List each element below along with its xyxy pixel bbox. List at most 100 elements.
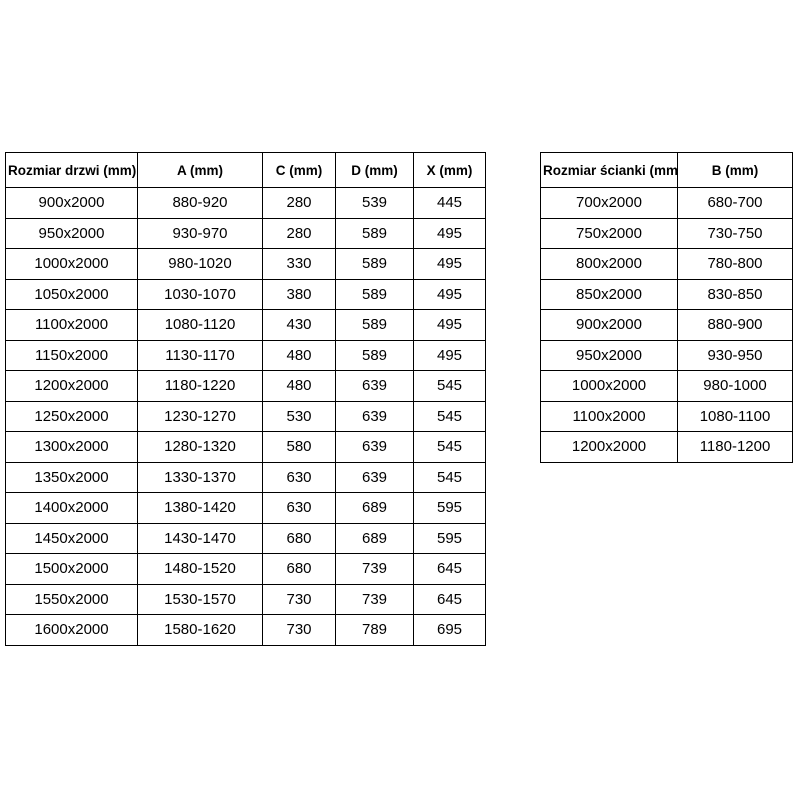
table-cell: 880-900 (677, 309, 793, 341)
wall-table-header-row: Rozmiar ścianki (mm) B (mm) (540, 152, 793, 188)
table-cell: 595 (413, 492, 486, 524)
table-cell: 1600x2000 (5, 614, 138, 646)
table-cell: 950x2000 (5, 217, 138, 249)
table-cell: 589 (335, 339, 414, 371)
table-cell: 1480-1520 (137, 553, 263, 585)
table-cell: 1030-1070 (137, 278, 263, 310)
table-cell: 730 (262, 583, 336, 615)
table-cell: 730-750 (677, 217, 793, 249)
table-cell: 589 (335, 278, 414, 310)
table-cell: 730 (262, 614, 336, 646)
table-cell: 1080-1100 (677, 400, 793, 432)
table-cell: 595 (413, 522, 486, 554)
table-cell: 1150x2000 (5, 339, 138, 371)
door-table-header-size: Rozmiar drzwi (mm) (5, 152, 138, 188)
table-cell: 980-1000 (677, 370, 793, 402)
table-cell: 689 (335, 522, 414, 554)
table-cell: 639 (335, 431, 414, 463)
table-cell: 700x2000 (540, 187, 678, 219)
table-cell: 480 (262, 339, 336, 371)
table-cell: 900x2000 (540, 309, 678, 341)
table-cell: 739 (335, 583, 414, 615)
table-cell: 1580-1620 (137, 614, 263, 646)
table-cell: 780-800 (677, 248, 793, 280)
table-cell: 430 (262, 309, 336, 341)
table-row: 1350x2000 1330-1370 630 639 545 (5, 461, 486, 493)
table-row: 1100x2000 1080-1100 (540, 400, 793, 432)
table-row: 1500x2000 1480-1520 680 739 645 (5, 553, 486, 585)
table-cell: 695 (413, 614, 486, 646)
table-cell: 680 (262, 522, 336, 554)
table-row: 1200x2000 1180-1200 (540, 431, 793, 463)
table-cell: 639 (335, 370, 414, 402)
table-row: 950x2000 930-950 (540, 339, 793, 371)
table-row: 1000x2000 980-1020 330 589 495 (5, 248, 486, 280)
wall-size-table: Rozmiar ścianki (mm) B (mm) 700x2000 680-… (540, 152, 793, 463)
table-cell: 495 (413, 339, 486, 371)
table-cell: 1380-1420 (137, 492, 263, 524)
table-cell: 645 (413, 583, 486, 615)
table-cell: 495 (413, 309, 486, 341)
table-cell: 1230-1270 (137, 400, 263, 432)
table-cell: 1350x2000 (5, 461, 138, 493)
table-row: 1200x2000 1180-1220 480 639 545 (5, 370, 486, 402)
table-row: 900x2000 880-920 280 539 445 (5, 187, 486, 219)
table-cell: 1200x2000 (540, 431, 678, 463)
table-row: 850x2000 830-850 (540, 278, 793, 310)
table-cell: 545 (413, 400, 486, 432)
table-cell: 1100x2000 (5, 309, 138, 341)
door-table-header-row: Rozmiar drzwi (mm) A (mm) C (mm) D (mm) … (5, 152, 486, 188)
table-cell: 589 (335, 248, 414, 280)
table-cell: 1130-1170 (137, 339, 263, 371)
table-cell: 789 (335, 614, 414, 646)
table-cell: 495 (413, 217, 486, 249)
door-table-header-a: A (mm) (137, 152, 263, 188)
table-cell: 280 (262, 217, 336, 249)
table-cell: 880-920 (137, 187, 263, 219)
table-cell: 589 (335, 309, 414, 341)
table-cell: 545 (413, 370, 486, 402)
table-cell: 495 (413, 248, 486, 280)
table-cell: 330 (262, 248, 336, 280)
table-cell: 1200x2000 (5, 370, 138, 402)
table-cell: 530 (262, 400, 336, 432)
table-cell: 580 (262, 431, 336, 463)
table-cell: 280 (262, 187, 336, 219)
table-row: 1400x2000 1380-1420 630 689 595 (5, 492, 486, 524)
table-cell: 930-970 (137, 217, 263, 249)
table-cell: 1100x2000 (540, 400, 678, 432)
door-table-header-d: D (mm) (335, 152, 414, 188)
table-row: 950x2000 930-970 280 589 495 (5, 217, 486, 249)
table-cell: 545 (413, 431, 486, 463)
table-cell: 1300x2000 (5, 431, 138, 463)
table-cell: 1500x2000 (5, 553, 138, 585)
table-row: 800x2000 780-800 (540, 248, 793, 280)
table-cell: 1180-1220 (137, 370, 263, 402)
table-cell: 1000x2000 (540, 370, 678, 402)
table-cell: 1050x2000 (5, 278, 138, 310)
table-cell: 539 (335, 187, 414, 219)
door-table-header-c: C (mm) (262, 152, 336, 188)
table-cell: 750x2000 (540, 217, 678, 249)
table-cell: 1450x2000 (5, 522, 138, 554)
table-cell: 639 (335, 400, 414, 432)
table-cell: 930-950 (677, 339, 793, 371)
table-cell: 689 (335, 492, 414, 524)
table-cell: 830-850 (677, 278, 793, 310)
table-cell: 1180-1200 (677, 431, 793, 463)
table-row: 1300x2000 1280-1320 580 639 545 (5, 431, 486, 463)
table-row: 1450x2000 1430-1470 680 689 595 (5, 522, 486, 554)
table-cell: 680 (262, 553, 336, 585)
table-cell: 1430-1470 (137, 522, 263, 554)
wall-table-header-size: Rozmiar ścianki (mm) (540, 152, 678, 188)
table-cell: 980-1020 (137, 248, 263, 280)
door-table-body: 900x2000 880-920 280 539 445 950x2000 930-970 2… (5, 187, 486, 646)
table-cell: 1330-1370 (137, 461, 263, 493)
table-row: 750x2000 730-750 (540, 217, 793, 249)
table-row: 1600x2000 1580-1620 730 789 695 (5, 614, 486, 646)
table-cell: 1280-1320 (137, 431, 263, 463)
door-table-header-x: X (mm) (413, 152, 486, 188)
table-row: 1000x2000 980-1000 (540, 370, 793, 402)
table-cell: 739 (335, 553, 414, 585)
table-cell: 1400x2000 (5, 492, 138, 524)
